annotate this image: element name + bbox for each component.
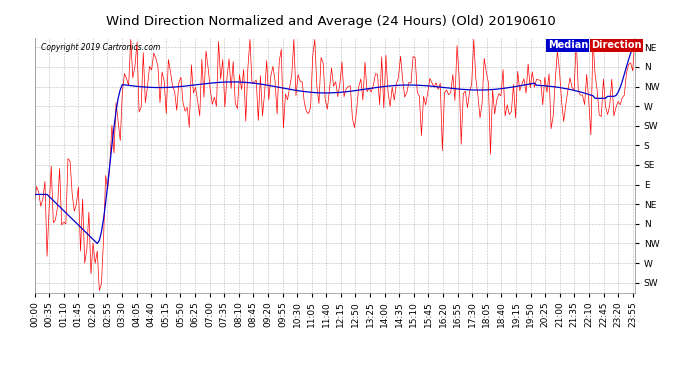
- Text: Median: Median: [548, 40, 588, 50]
- Text: Copyright 2019 Cartronics.com: Copyright 2019 Cartronics.com: [41, 43, 160, 52]
- Text: Wind Direction Normalized and Average (24 Hours) (Old) 20190610: Wind Direction Normalized and Average (2…: [106, 15, 556, 28]
- Text: Direction: Direction: [591, 40, 642, 50]
